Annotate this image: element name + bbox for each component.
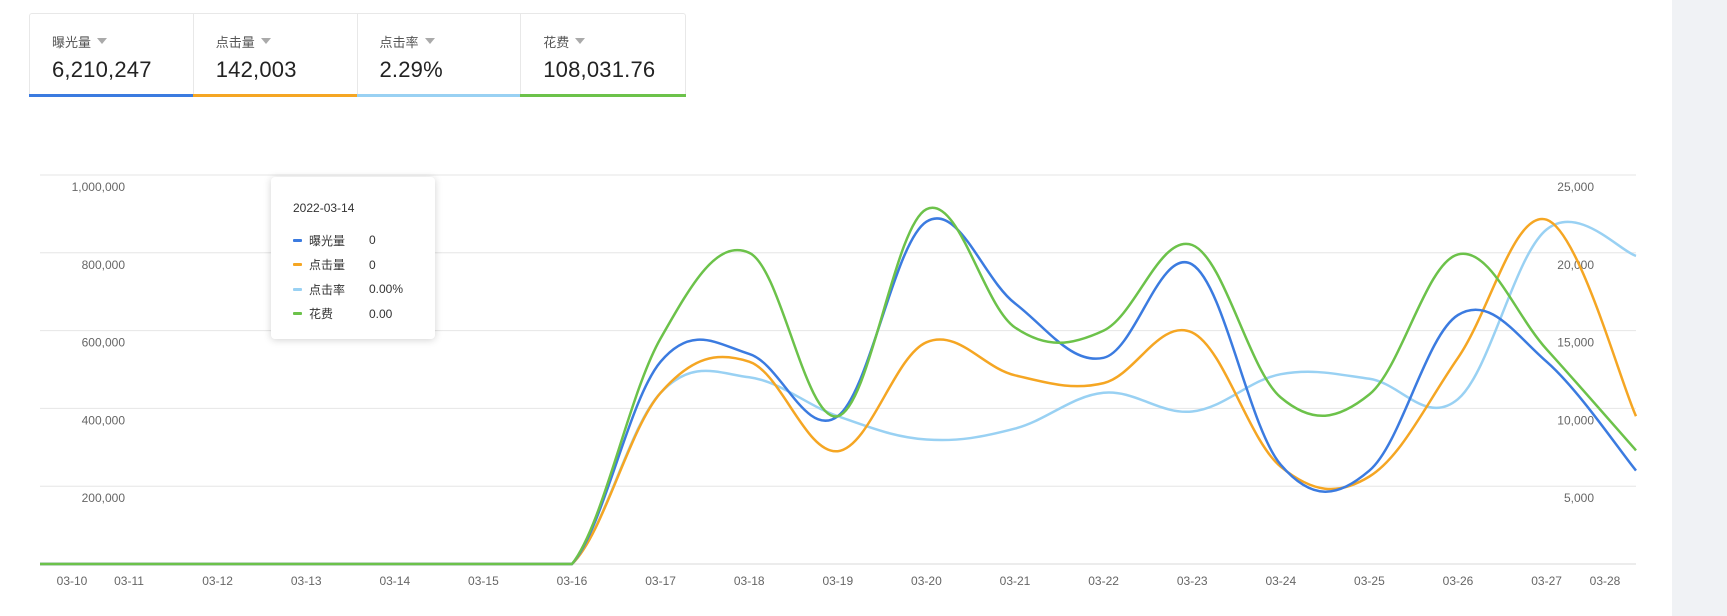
metric-underline [520, 94, 686, 97]
x-axis-tick: 03-19 [822, 574, 853, 588]
metric-tab-ctr[interactable]: 点击率 2.29% [356, 14, 522, 97]
metric-value-cost: 108,031.76 [543, 57, 656, 82]
metric-value-impressions: 6,210,247 [52, 57, 152, 82]
tooltip-label: 曝光量 [309, 233, 346, 248]
metric-underline [356, 94, 522, 97]
x-axis-tick: 03-23 [1177, 574, 1208, 588]
metric-label: 花费 [543, 34, 570, 50]
y-axis-left-tick: 400,000 [82, 413, 126, 427]
x-axis-tick: 03-21 [1000, 574, 1031, 588]
x-axis-tick: 03-24 [1265, 574, 1296, 588]
metric-tab-cost[interactable]: 花费 108,031.76 [520, 14, 686, 97]
y-axis-right-tick: 10,000 [1557, 413, 1594, 427]
x-axis-tick: 03-15 [468, 574, 499, 588]
series-line-3 [39, 206, 1637, 566]
y-axis-left-tick: 1,000,000 [72, 180, 126, 194]
x-axis-tick: 03-20 [911, 574, 942, 588]
metric-label: 点击率 [379, 34, 419, 50]
metric-name-clicks: 点击量 [216, 32, 357, 50]
tooltip-label: 点击率 [309, 282, 346, 297]
y-axis-right-tick: 5,000 [1564, 491, 1594, 505]
trend-chart: 1,000,000 25,000 800,000 20,000 600,000 15,00… [0, 0, 1672, 616]
tooltip-label: 花费 [309, 307, 334, 322]
x-axis-tick: 03-14 [379, 574, 410, 588]
tooltip-date: 2022-03-14 [293, 201, 355, 215]
metric-tab-clicks[interactable]: 点击量 142,003 [192, 14, 358, 97]
tooltip-value: 0 [369, 233, 376, 248]
chevron-down-icon[interactable] [260, 38, 271, 44]
metric-name-cost: 花费 [543, 32, 685, 50]
legend-swatch [293, 312, 302, 316]
chevron-down-icon[interactable] [424, 38, 435, 44]
chart-tooltip: 2022-03-14 曝光量 0 点击量 0 点击率 0.00% 花费 0.00 [271, 177, 435, 339]
metric-underline [29, 94, 194, 97]
x-axis-tick: 03-27 [1531, 574, 1562, 588]
metric-tab-impressions[interactable]: 曝光量 6,210,247 [29, 14, 194, 97]
x-axis-tick: 03-25 [1354, 574, 1385, 588]
metric-underline [192, 94, 358, 97]
x-axis-tick: 03-12 [202, 574, 233, 588]
tooltip-row-impressions: 曝光量 0 [293, 228, 435, 253]
tooltip-row-clicks: 点击量 0 [293, 253, 435, 278]
tooltip-value: 0.00% [369, 282, 404, 297]
tooltip-row-ctr: 点击率 0.00% [293, 277, 435, 302]
trend-chart-svg[interactable]: 1,000,000 25,000 800,000 20,000 600,000 15,00… [0, 0, 1672, 616]
metric-label: 曝光量 [52, 34, 92, 50]
y-axis-left-tick: 800,000 [82, 258, 126, 272]
legend-swatch [293, 263, 302, 267]
chevron-down-icon[interactable] [575, 38, 586, 44]
x-axis-tick: 03-17 [645, 574, 676, 588]
metric-value-clicks: 142,003 [215, 57, 297, 82]
chevron-down-icon[interactable] [97, 38, 108, 44]
y-axis-right-tick: 25,000 [1557, 180, 1594, 194]
x-axis-tick: 03-18 [734, 574, 765, 588]
legend-swatch [293, 287, 302, 291]
metric-name-ctr: 点击率 [380, 32, 521, 50]
x-axis-tick: 03-13 [291, 574, 322, 588]
y-axis-left-tick: 200,000 [82, 491, 126, 505]
x-axis-tick: 03-16 [557, 574, 588, 588]
page-gutter [1672, 0, 1727, 616]
x-axis-tick: 03-26 [1443, 574, 1474, 588]
y-axis-right-tick: 20,000 [1557, 258, 1594, 272]
x-axis-tick: 03-22 [1088, 574, 1119, 588]
x-axis-tick: 03-11 [114, 574, 144, 588]
y-axis-left-tick: 600,000 [82, 336, 126, 350]
x-axis-tick: 03-10 [57, 574, 88, 588]
metric-tabs: 曝光量 6,210,247 点击量 142,003 点击率 2.29% 花费 1… [29, 13, 686, 97]
tooltip-row-cost: 花费 0.00 [293, 302, 435, 327]
metric-value-ctr: 2.29% [379, 57, 443, 82]
legend-swatch [293, 238, 302, 242]
tooltip-label: 点击量 [309, 258, 346, 273]
y-axis-right-tick: 15,000 [1557, 336, 1594, 350]
tooltip-value: 0 [369, 257, 376, 272]
x-axis-tick: 03-28 [1590, 574, 1621, 588]
tooltip-value: 0.00 [369, 306, 393, 321]
metric-name-impressions: 曝光量 [52, 32, 193, 50]
metric-label: 点击量 [215, 34, 255, 50]
